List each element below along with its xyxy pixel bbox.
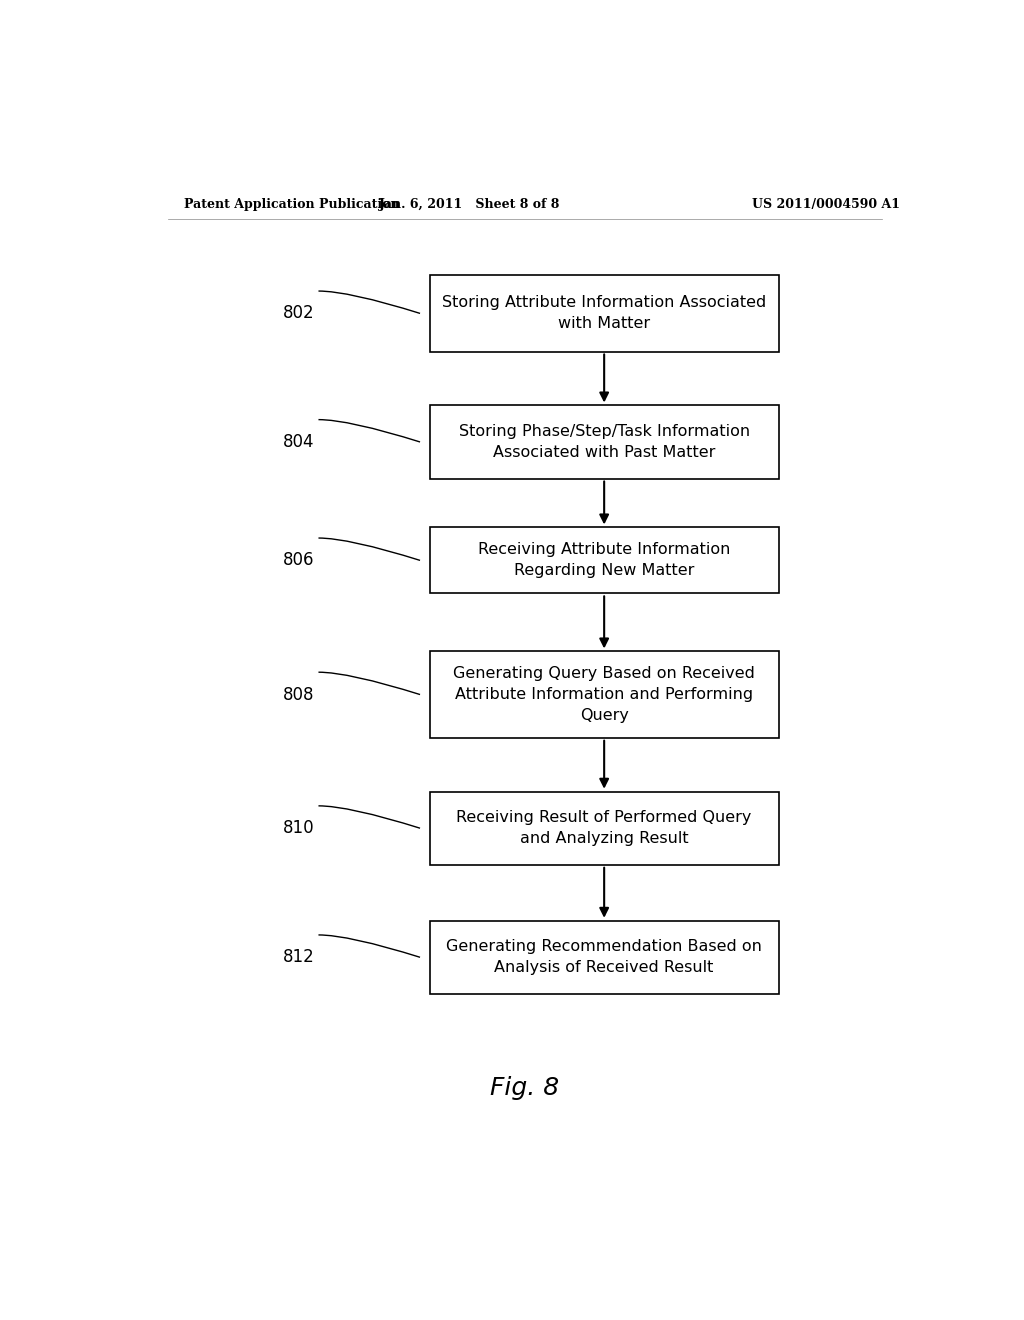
Text: Storing Attribute Information Associated
with Matter: Storing Attribute Information Associated… — [442, 296, 766, 331]
Bar — [430, 792, 779, 865]
Text: Receiving Result of Performed Query
and Analyzing Result: Receiving Result of Performed Query and … — [457, 810, 752, 846]
Text: 804: 804 — [283, 433, 314, 451]
Bar — [430, 276, 779, 351]
Bar — [430, 921, 779, 994]
Text: Patent Application Publication: Patent Application Publication — [183, 198, 399, 211]
Text: Generating Query Based on Received
Attribute Information and Performing
Query: Generating Query Based on Received Attri… — [454, 667, 755, 723]
Text: 812: 812 — [283, 948, 314, 966]
Text: 808: 808 — [283, 685, 314, 704]
Bar — [430, 651, 779, 738]
Text: Receiving Attribute Information
Regarding New Matter: Receiving Attribute Information Regardin… — [478, 543, 730, 578]
Text: 802: 802 — [283, 305, 314, 322]
Text: Jan. 6, 2011   Sheet 8 of 8: Jan. 6, 2011 Sheet 8 of 8 — [379, 198, 560, 211]
Text: Generating Recommendation Based on
Analysis of Received Result: Generating Recommendation Based on Analy… — [446, 940, 762, 975]
Text: Fig. 8: Fig. 8 — [490, 1076, 559, 1101]
Text: Storing Phase/Step/Task Information
Associated with Past Matter: Storing Phase/Step/Task Information Asso… — [459, 424, 750, 459]
Text: 806: 806 — [283, 552, 314, 569]
Text: US 2011/0004590 A1: US 2011/0004590 A1 — [753, 198, 900, 211]
Bar — [430, 405, 779, 479]
Text: 810: 810 — [283, 820, 314, 837]
Bar — [430, 528, 779, 594]
